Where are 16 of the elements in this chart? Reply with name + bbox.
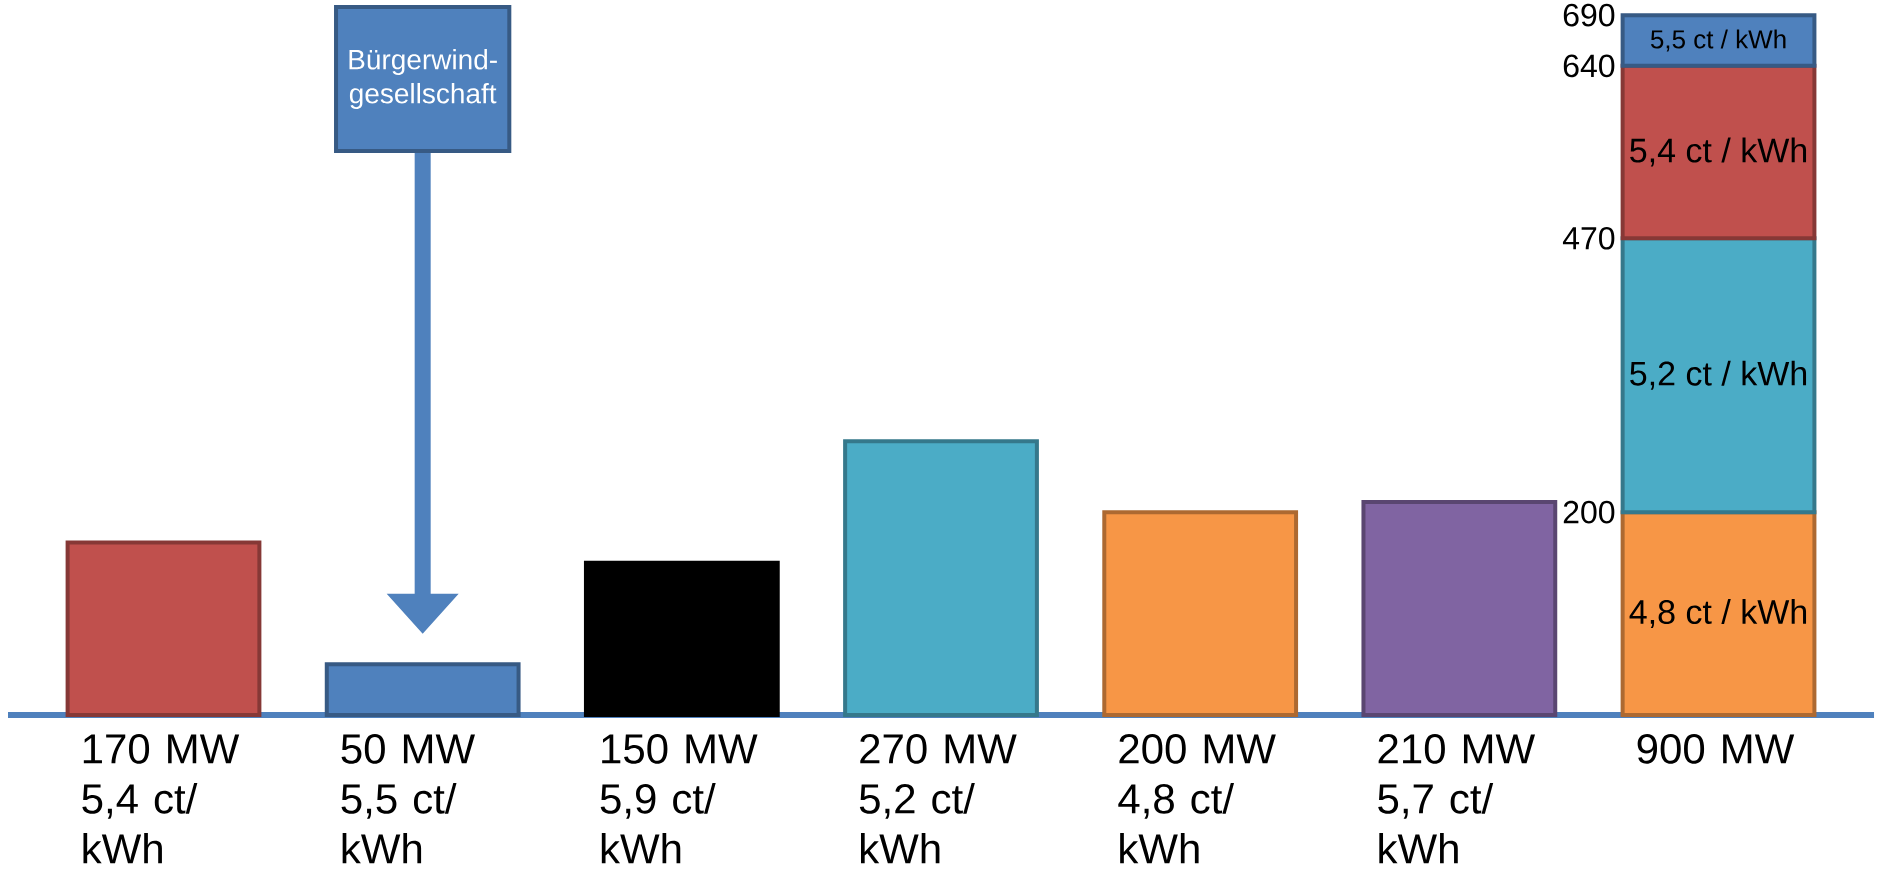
- annotation: Bürgerwind-gesellschaft: [349, 48, 497, 110]
- y-tick-label: 470: [1562, 226, 1615, 250]
- annotation: 5,2 ct / kWh: [1630, 360, 1807, 390]
- annotation: 5,5 ct / kWh: [1650, 29, 1786, 52]
- x-tick-label: 900 MW: [1637, 734, 1795, 764]
- x-tick-label: 150 MW 5,9 ct/ kWh: [600, 734, 758, 864]
- x-tick-label: 170 MW 5,4 ct/ kWh: [82, 734, 240, 864]
- y-tick-label: 200: [1563, 500, 1615, 524]
- annotation: 5,4 ct / kWh: [1630, 137, 1807, 167]
- x-tick-label: 200 MW 4,8 ct/ kWh: [1118, 734, 1276, 864]
- x-tick-label: 50 MW 5,5 ct/ kWh: [341, 734, 475, 864]
- x-tick-label: 210 MW 5,7 ct/ kWh: [1378, 734, 1536, 864]
- y-tick-label: 640: [1563, 54, 1615, 78]
- annotation: 4,8 ct / kWh: [1629, 599, 1807, 629]
- y-tick-label: 690: [1563, 3, 1615, 27]
- x-tick-label: 270 MW 5,2 ct/ kWh: [859, 734, 1017, 864]
